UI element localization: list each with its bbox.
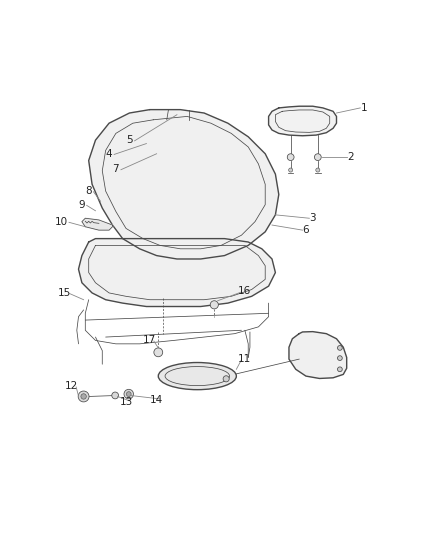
- Text: 8: 8: [85, 186, 92, 196]
- Text: 6: 6: [303, 225, 309, 235]
- Circle shape: [314, 154, 321, 160]
- Circle shape: [124, 389, 134, 399]
- Text: 1: 1: [360, 103, 367, 113]
- Text: 11: 11: [238, 354, 251, 364]
- Text: 16: 16: [238, 286, 251, 296]
- Circle shape: [338, 345, 342, 350]
- Text: 15: 15: [58, 288, 71, 298]
- Circle shape: [127, 392, 131, 397]
- Text: 7: 7: [113, 164, 119, 174]
- Circle shape: [81, 394, 86, 399]
- Text: 2: 2: [347, 152, 353, 162]
- Text: 9: 9: [78, 200, 85, 209]
- Text: 12: 12: [65, 381, 78, 391]
- Polygon shape: [82, 218, 113, 230]
- Circle shape: [112, 392, 119, 399]
- Circle shape: [78, 391, 89, 402]
- Circle shape: [316, 168, 320, 172]
- Circle shape: [287, 154, 294, 160]
- Text: 5: 5: [126, 135, 133, 145]
- Polygon shape: [268, 106, 336, 136]
- Circle shape: [338, 356, 342, 360]
- Text: 13: 13: [120, 397, 133, 407]
- Text: 4: 4: [106, 149, 113, 159]
- Circle shape: [223, 376, 229, 382]
- Ellipse shape: [158, 362, 237, 390]
- Text: 10: 10: [55, 216, 68, 227]
- Text: 14: 14: [150, 395, 163, 405]
- Polygon shape: [88, 110, 279, 259]
- Polygon shape: [78, 239, 276, 306]
- Circle shape: [338, 367, 342, 372]
- Circle shape: [210, 301, 219, 309]
- Circle shape: [289, 168, 293, 172]
- Text: 3: 3: [309, 213, 316, 223]
- Polygon shape: [289, 332, 346, 378]
- Text: 17: 17: [143, 335, 156, 345]
- Circle shape: [154, 348, 162, 357]
